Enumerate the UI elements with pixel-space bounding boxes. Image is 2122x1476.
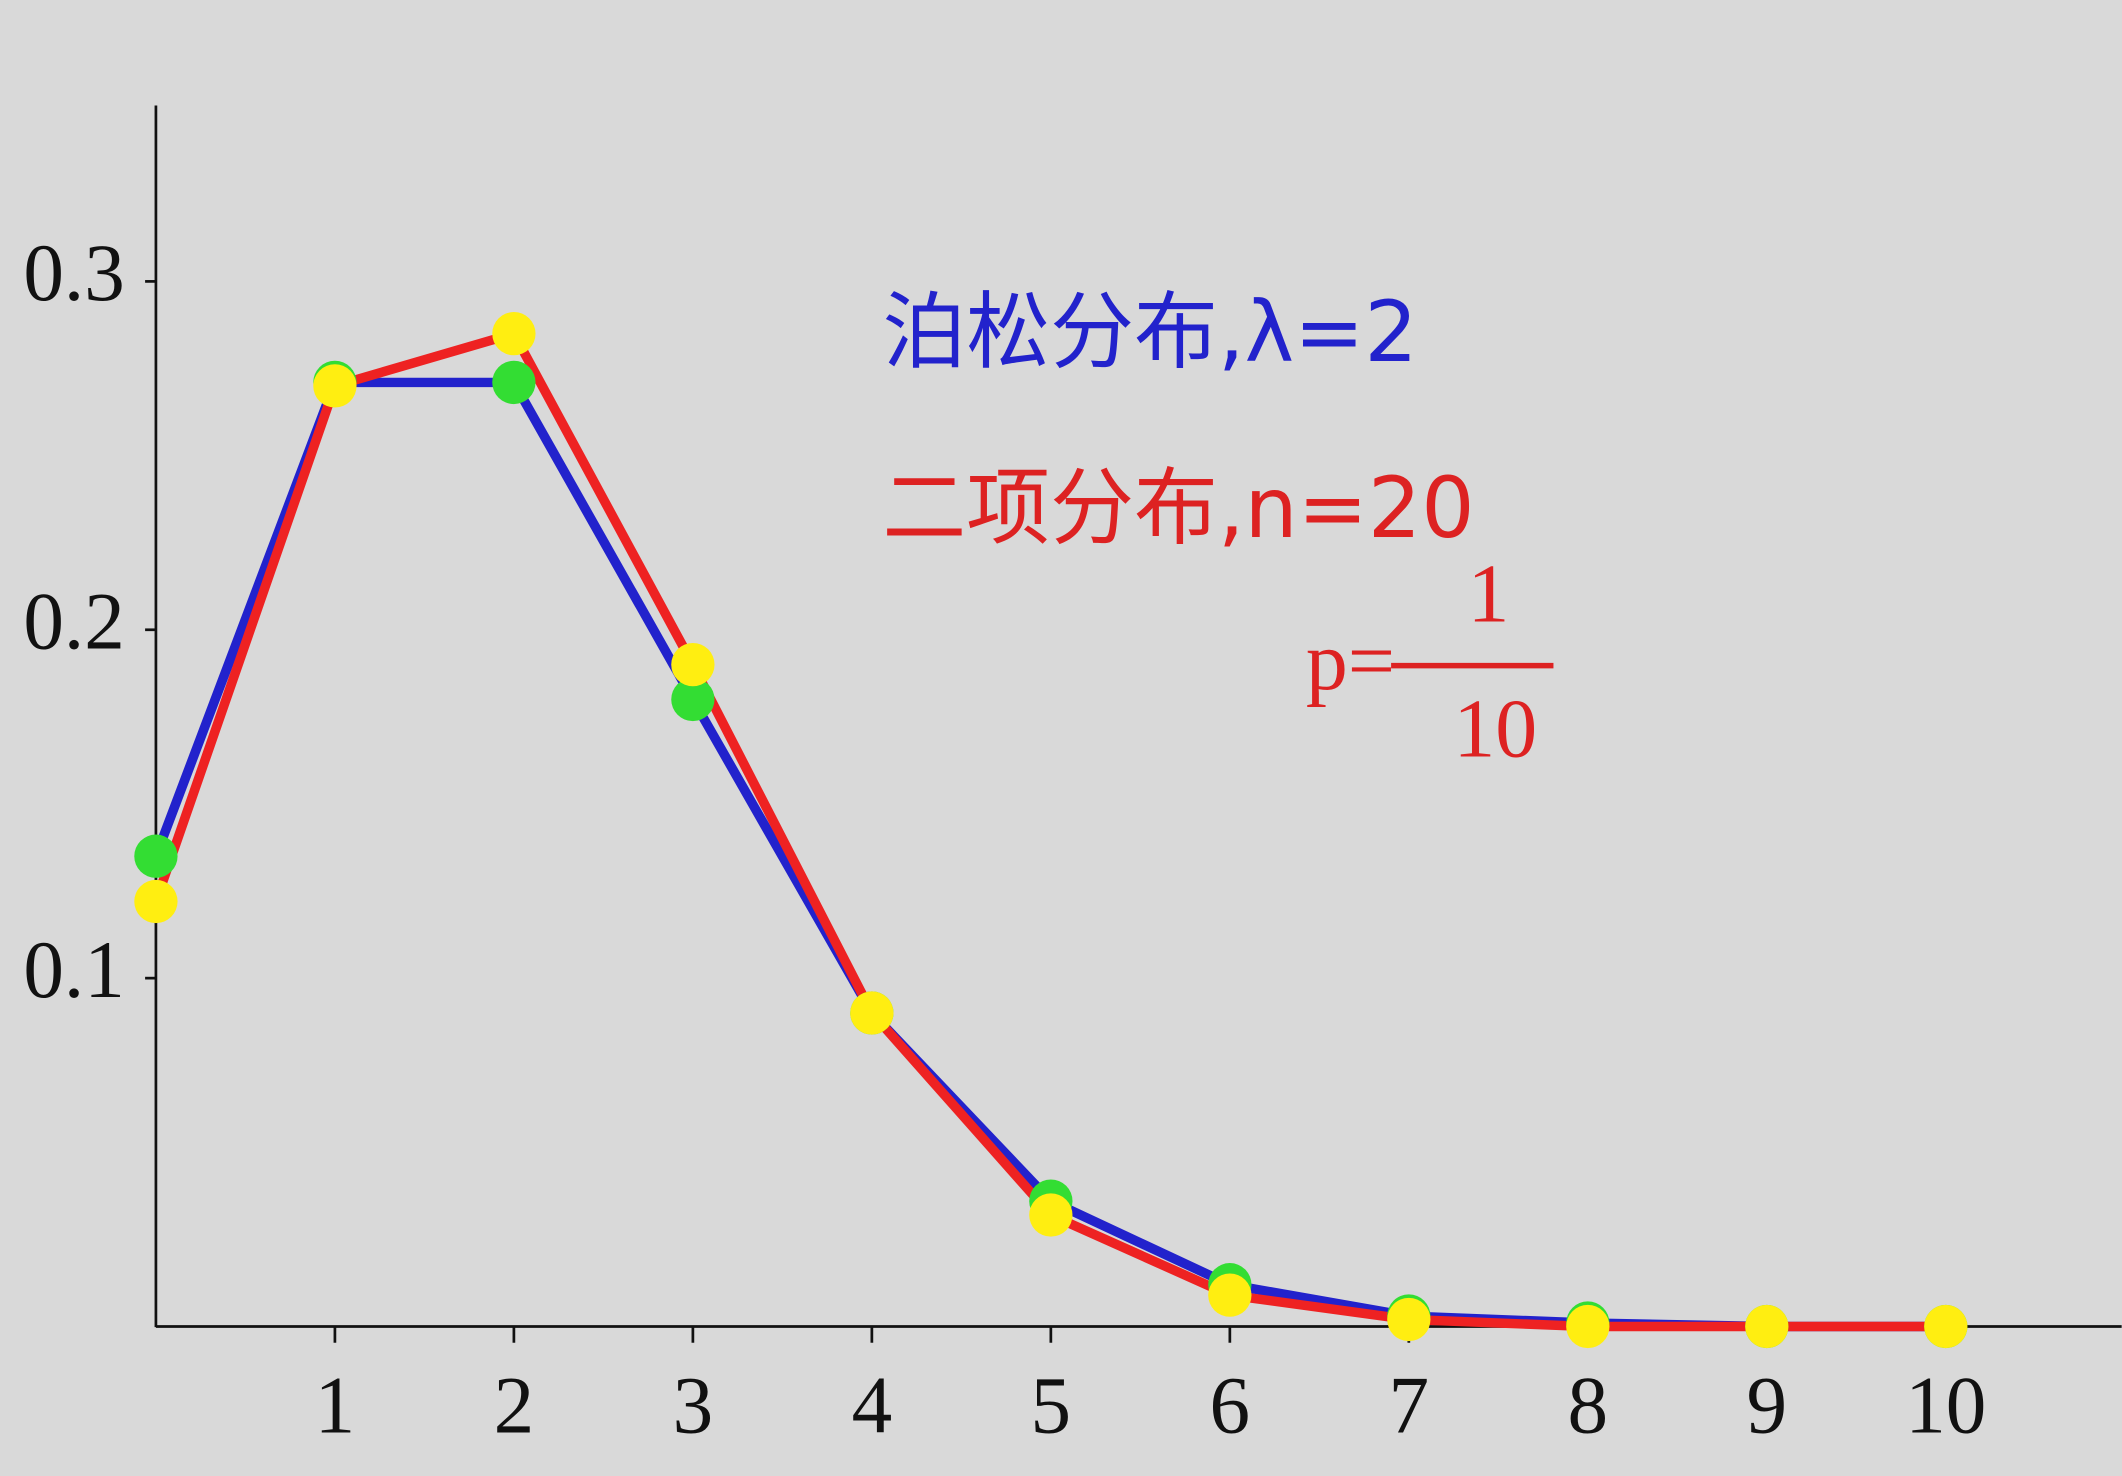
- data-point: [671, 642, 715, 687]
- data-point: [492, 360, 536, 405]
- x-tick-label: 9: [1747, 1360, 1788, 1450]
- data-point: [134, 879, 178, 924]
- data-point: [1208, 1273, 1252, 1317]
- y-tick-label: 0.2: [23, 576, 124, 666]
- data-point: [1745, 1304, 1789, 1349]
- data-point: [492, 312, 536, 356]
- fraction-numerator: 1: [1468, 547, 1510, 640]
- x-tick-label: 4: [852, 1360, 893, 1450]
- x-tick-label: 10: [1905, 1360, 1986, 1450]
- x-tick-label: 7: [1389, 1360, 1430, 1450]
- x-tick-label: 6: [1210, 1360, 1251, 1450]
- data-point: [134, 834, 178, 878]
- data-point: [313, 364, 357, 408]
- annotation: 泊松分布,λ=2: [882, 283, 1417, 381]
- x-tick-label: 3: [673, 1360, 714, 1450]
- y-tick-label: 0.1: [23, 925, 124, 1015]
- annotation: 二项分布,n=20: [882, 459, 1474, 557]
- x-tick-label: 2: [494, 1360, 535, 1450]
- fraction-denominator: 10: [1453, 683, 1537, 776]
- annotation: p=: [1306, 615, 1395, 708]
- data-point: [850, 991, 894, 1035]
- data-point: [1029, 1193, 1073, 1237]
- data-point: [671, 677, 715, 722]
- x-tick-label: 8: [1568, 1360, 1609, 1450]
- data-point: [1924, 1304, 1968, 1349]
- data-point: [1387, 1297, 1431, 1342]
- y-tick-label: 0.3: [23, 228, 124, 318]
- x-tick-label: 1: [315, 1360, 356, 1450]
- x-tick-label: 5: [1031, 1360, 1072, 1450]
- data-point: [1566, 1304, 1610, 1349]
